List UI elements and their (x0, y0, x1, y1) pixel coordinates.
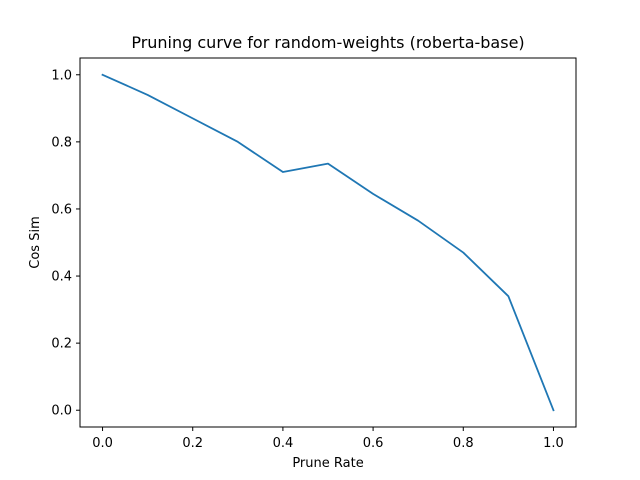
x-axis-ticks: 0.0 0.2 0.4 0.6 0.8 1.0 (92, 427, 564, 451)
y-tick-label: 0.4 (51, 270, 72, 285)
axes-frame (79, 57, 577, 428)
x-tick-label: 0.2 (182, 436, 203, 451)
series-line-0 (101, 73, 555, 412)
y-tick-label: 0.8 (51, 135, 72, 150)
y-tick-label: 0.0 (51, 404, 72, 419)
y-tick-label: 0.6 (51, 202, 72, 217)
y-axis-ticks: 0.0 0.2 0.4 0.6 0.8 1.0 (51, 68, 80, 419)
x-tick-label: 1.0 (543, 436, 564, 451)
x-tick-label: 0.4 (273, 436, 294, 451)
x-tick-label: 0.0 (92, 436, 113, 451)
series-layer (101, 73, 555, 412)
y-tick-label: 1.0 (51, 68, 72, 83)
y-tick-label: 0.2 (51, 337, 72, 352)
x-tick-label: 0.8 (453, 436, 474, 451)
y-axis-label: Cos Sim (28, 216, 43, 268)
x-axis-label: Prune Rate (292, 456, 363, 471)
chart-title: Pruning curve for random-weights (robert… (131, 33, 524, 52)
x-tick-label: 0.6 (363, 436, 384, 451)
